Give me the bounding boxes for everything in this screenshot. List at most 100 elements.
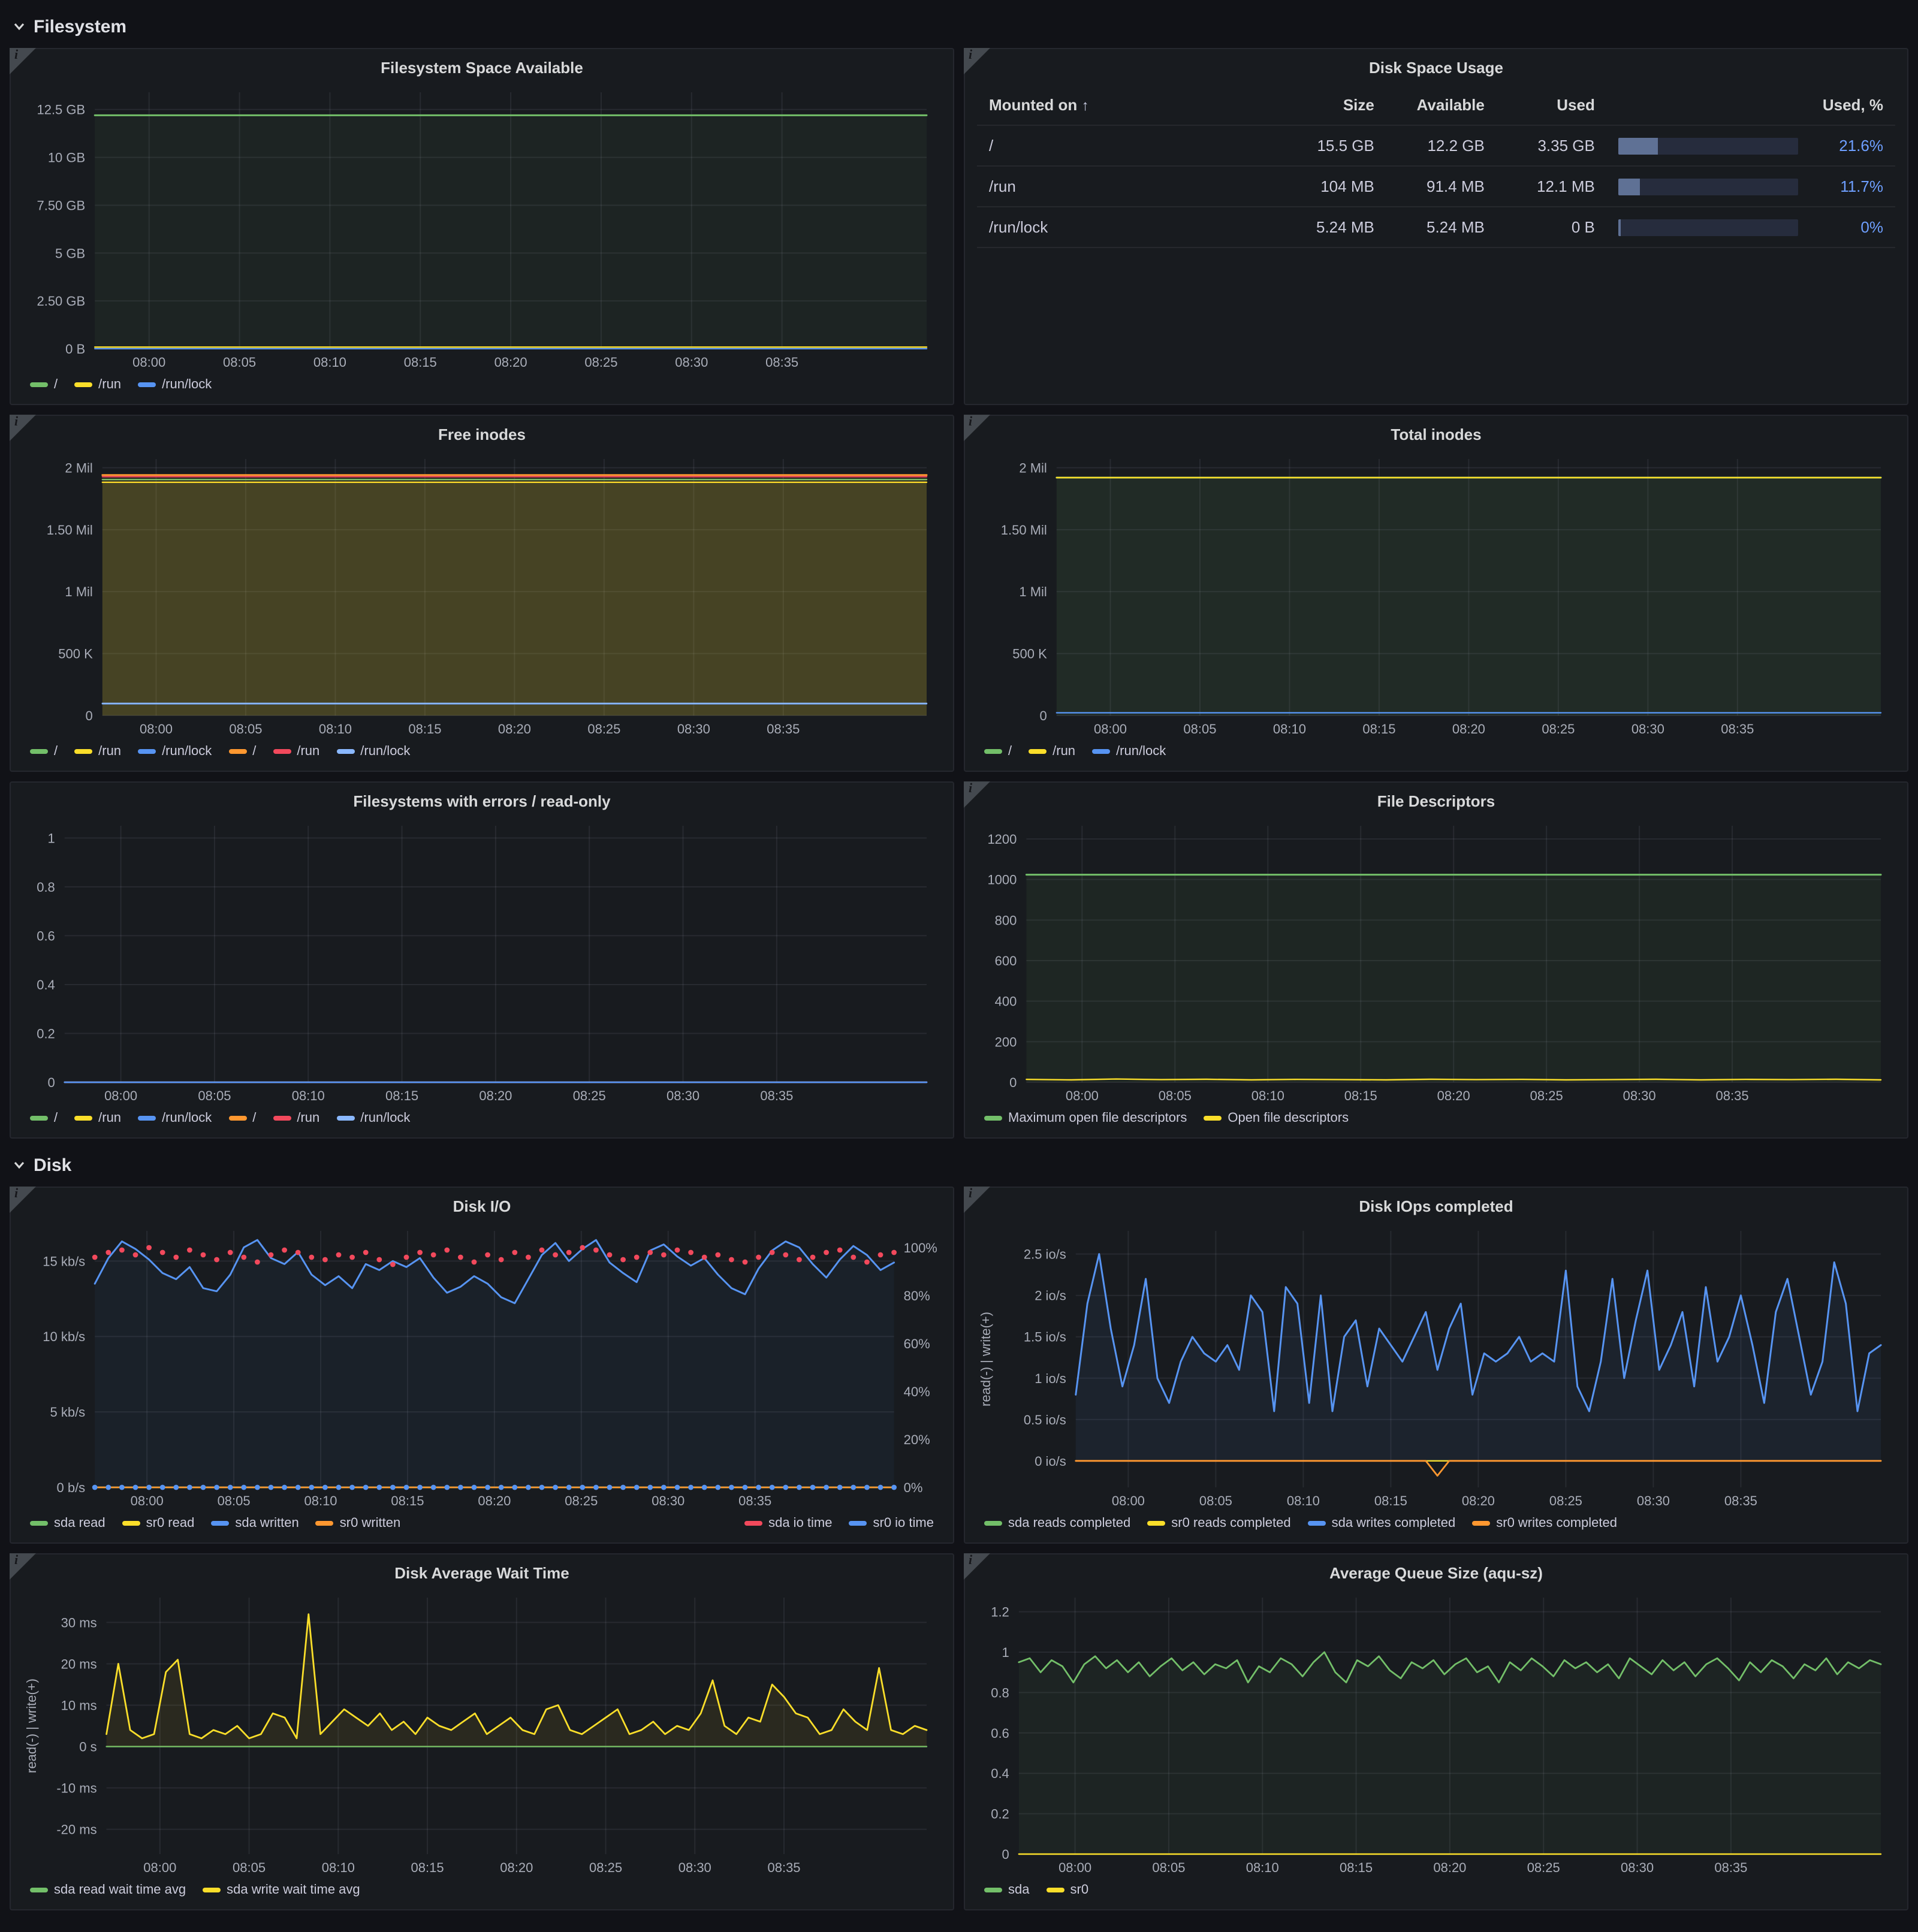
legend-item[interactable]: /run/lock bbox=[138, 1111, 212, 1125]
legend-item[interactable]: /run bbox=[273, 1111, 319, 1125]
panel-title[interactable]: Disk IOps completed bbox=[1359, 1197, 1513, 1215]
panel-title[interactable]: Total inodes bbox=[1391, 425, 1482, 443]
x-tick-label: 08:35 bbox=[767, 722, 800, 736]
panel-info-icon[interactable]: i bbox=[10, 48, 36, 74]
y-tick-label: 0 s bbox=[79, 1740, 96, 1755]
legend-swatch bbox=[273, 1116, 291, 1121]
panel-info-icon[interactable]: i bbox=[964, 415, 990, 441]
y-tick-label: 1200 bbox=[987, 832, 1017, 847]
size-cell: 15.5 GB bbox=[1275, 125, 1386, 167]
column-header-mounted-on[interactable]: Mounted on ↑ bbox=[977, 85, 1276, 126]
column-header-used[interactable]: Used bbox=[1496, 85, 1607, 126]
legend-item[interactable]: sr0 read bbox=[122, 1516, 194, 1530]
panel-info-icon[interactable]: i bbox=[964, 1553, 990, 1580]
available-cell: 5.24 MB bbox=[1386, 207, 1497, 248]
y-tick-label: 1 Mil bbox=[65, 584, 92, 599]
section-filesystem[interactable]: Filesystem bbox=[12, 10, 1908, 43]
panel-info-icon[interactable]: i bbox=[964, 48, 990, 74]
legend-item[interactable]: sda reads completed bbox=[984, 1516, 1130, 1530]
legend-item[interactable]: / bbox=[30, 378, 58, 392]
chart-legend: / /run/run/lock bbox=[977, 739, 1895, 766]
legend-item[interactable]: Open file descriptors bbox=[1204, 1111, 1349, 1125]
series-sda bbox=[1018, 1651, 1882, 1854]
legend-item[interactable]: /run bbox=[74, 1111, 121, 1125]
y-tick-label: 500 K bbox=[1012, 647, 1047, 662]
legend-item[interactable]: sda written bbox=[211, 1516, 299, 1530]
legend-item[interactable]: /run bbox=[1029, 744, 1075, 759]
used-pct: 0% bbox=[1810, 207, 1895, 248]
table-row[interactable]: /run 104 MB 91.4 MB 12.1 MB 11.7% bbox=[977, 166, 1895, 207]
legend-label: / bbox=[252, 1111, 257, 1125]
legend-item[interactable]: sda writes completed bbox=[1307, 1516, 1455, 1530]
panel-free-inodes: i Free inodes 0 500 K 1 Mil 1.50 Mil 2 Mil 08… bbox=[10, 415, 954, 772]
y-tick-label: 12.5 GB bbox=[37, 102, 85, 117]
legend-item[interactable]: sda bbox=[984, 1883, 1030, 1897]
legend-swatch bbox=[74, 1116, 93, 1121]
column-header-used-pct[interactable]: Used, % bbox=[1810, 85, 1895, 126]
table-row[interactable]: /run/lock 5.24 MB 5.24 MB 0 B 0% bbox=[977, 207, 1895, 248]
legend-item[interactable]: sr0 reads completed bbox=[1147, 1516, 1291, 1530]
legend-item[interactable]: /run bbox=[74, 378, 121, 392]
x-tick-label: 08:30 bbox=[667, 1088, 699, 1103]
x-tick-label: 08:00 bbox=[1094, 722, 1127, 736]
chart-legend: sda reads completed sr0 reads completed sd… bbox=[977, 1511, 1895, 1538]
chart-legend: / /run/run/lock bbox=[23, 373, 941, 399]
panel-title[interactable]: Disk Space Usage bbox=[1368, 59, 1503, 77]
section-disk[interactable]: Disk bbox=[12, 1148, 1908, 1182]
column-header-available[interactable]: Available bbox=[1386, 85, 1497, 126]
table-row[interactable]: /15.5 GB 12.2 GB 3.35 GB 21.6% bbox=[977, 125, 1895, 167]
legend-item[interactable]: sr0 written bbox=[315, 1516, 400, 1530]
panel-info-icon[interactable]: i bbox=[10, 415, 36, 441]
legend-item[interactable]: /run/lock bbox=[336, 744, 410, 759]
legend-item[interactable]: sda write wait time avg bbox=[203, 1883, 360, 1897]
legend-item[interactable]: / bbox=[30, 744, 58, 759]
x-tick-label: 08:20 bbox=[1452, 722, 1485, 736]
panel-title[interactable]: File Descriptors bbox=[1377, 792, 1495, 810]
x-tick-label: 08:15 bbox=[1340, 1860, 1373, 1875]
panel-info-icon[interactable]: i bbox=[10, 1187, 36, 1213]
legend-label: /run bbox=[98, 744, 122, 759]
x-tick-label: 08:00 bbox=[132, 355, 165, 370]
panel-title[interactable]: Free inodes bbox=[438, 425, 526, 443]
legend-item[interactable]: /run/lock bbox=[336, 1111, 410, 1125]
legend-item[interactable]: /run bbox=[74, 744, 121, 759]
x-tick-label: 08:25 bbox=[589, 1860, 622, 1875]
x-tick-label: 08:15 bbox=[391, 1493, 424, 1508]
legend-item[interactable]: sda read bbox=[30, 1516, 105, 1530]
panel-title[interactable]: Filesystem Space Available bbox=[381, 59, 583, 77]
y-tick-label: 10 GB bbox=[48, 150, 85, 165]
legend-item[interactable]: /run/lock bbox=[1092, 744, 1166, 759]
legend-item[interactable]: /run/lock bbox=[138, 378, 212, 392]
legend-swatch bbox=[984, 1888, 1002, 1892]
legend-label: sda written bbox=[235, 1516, 299, 1530]
y-tick-label-right: 100% bbox=[904, 1240, 937, 1255]
legend-item[interactable]: / bbox=[984, 744, 1012, 759]
legend-item[interactable]: sda io time bbox=[744, 1516, 833, 1530]
legend-item[interactable]: / bbox=[228, 744, 256, 759]
legend-item[interactable]: sda read wait time avg bbox=[30, 1883, 186, 1897]
panel-title[interactable]: Disk I/O bbox=[453, 1197, 511, 1215]
y-tick-label: 0 bbox=[1040, 708, 1047, 723]
legend-label: sda read bbox=[54, 1516, 105, 1530]
legend-item[interactable]: sr0 writes completed bbox=[1472, 1516, 1617, 1530]
legend-swatch bbox=[211, 1521, 230, 1526]
panel-title[interactable]: Filesystems with errors / read-only bbox=[353, 792, 611, 810]
legend-item[interactable]: / bbox=[30, 1111, 58, 1125]
column-header-size[interactable]: Size bbox=[1275, 85, 1386, 126]
legend-swatch bbox=[1147, 1521, 1166, 1526]
legend-item[interactable]: sr0 bbox=[1046, 1883, 1088, 1897]
panel-title[interactable]: Average Queue Size (aqu-sz) bbox=[1329, 1564, 1543, 1582]
panel-title[interactable]: Disk Average Wait Time bbox=[394, 1564, 569, 1582]
panel-info-icon[interactable]: i bbox=[10, 1553, 36, 1580]
legend-item[interactable]: sr0 io time bbox=[849, 1516, 934, 1530]
legend-swatch bbox=[1204, 1116, 1222, 1121]
legend-item[interactable]: /run bbox=[273, 744, 319, 759]
y-tick-label: 600 bbox=[995, 953, 1017, 968]
x-tick-label: 08:10 bbox=[292, 1088, 325, 1103]
legend-item[interactable]: / bbox=[228, 1111, 256, 1125]
x-tick-label: 08:15 bbox=[385, 1088, 418, 1103]
legend-item[interactable]: /run/lock bbox=[138, 744, 212, 759]
panel-info-icon[interactable]: i bbox=[964, 781, 990, 808]
panel-info-icon[interactable]: i bbox=[964, 1187, 990, 1213]
legend-item[interactable]: Maximum open file descriptors bbox=[984, 1111, 1187, 1125]
